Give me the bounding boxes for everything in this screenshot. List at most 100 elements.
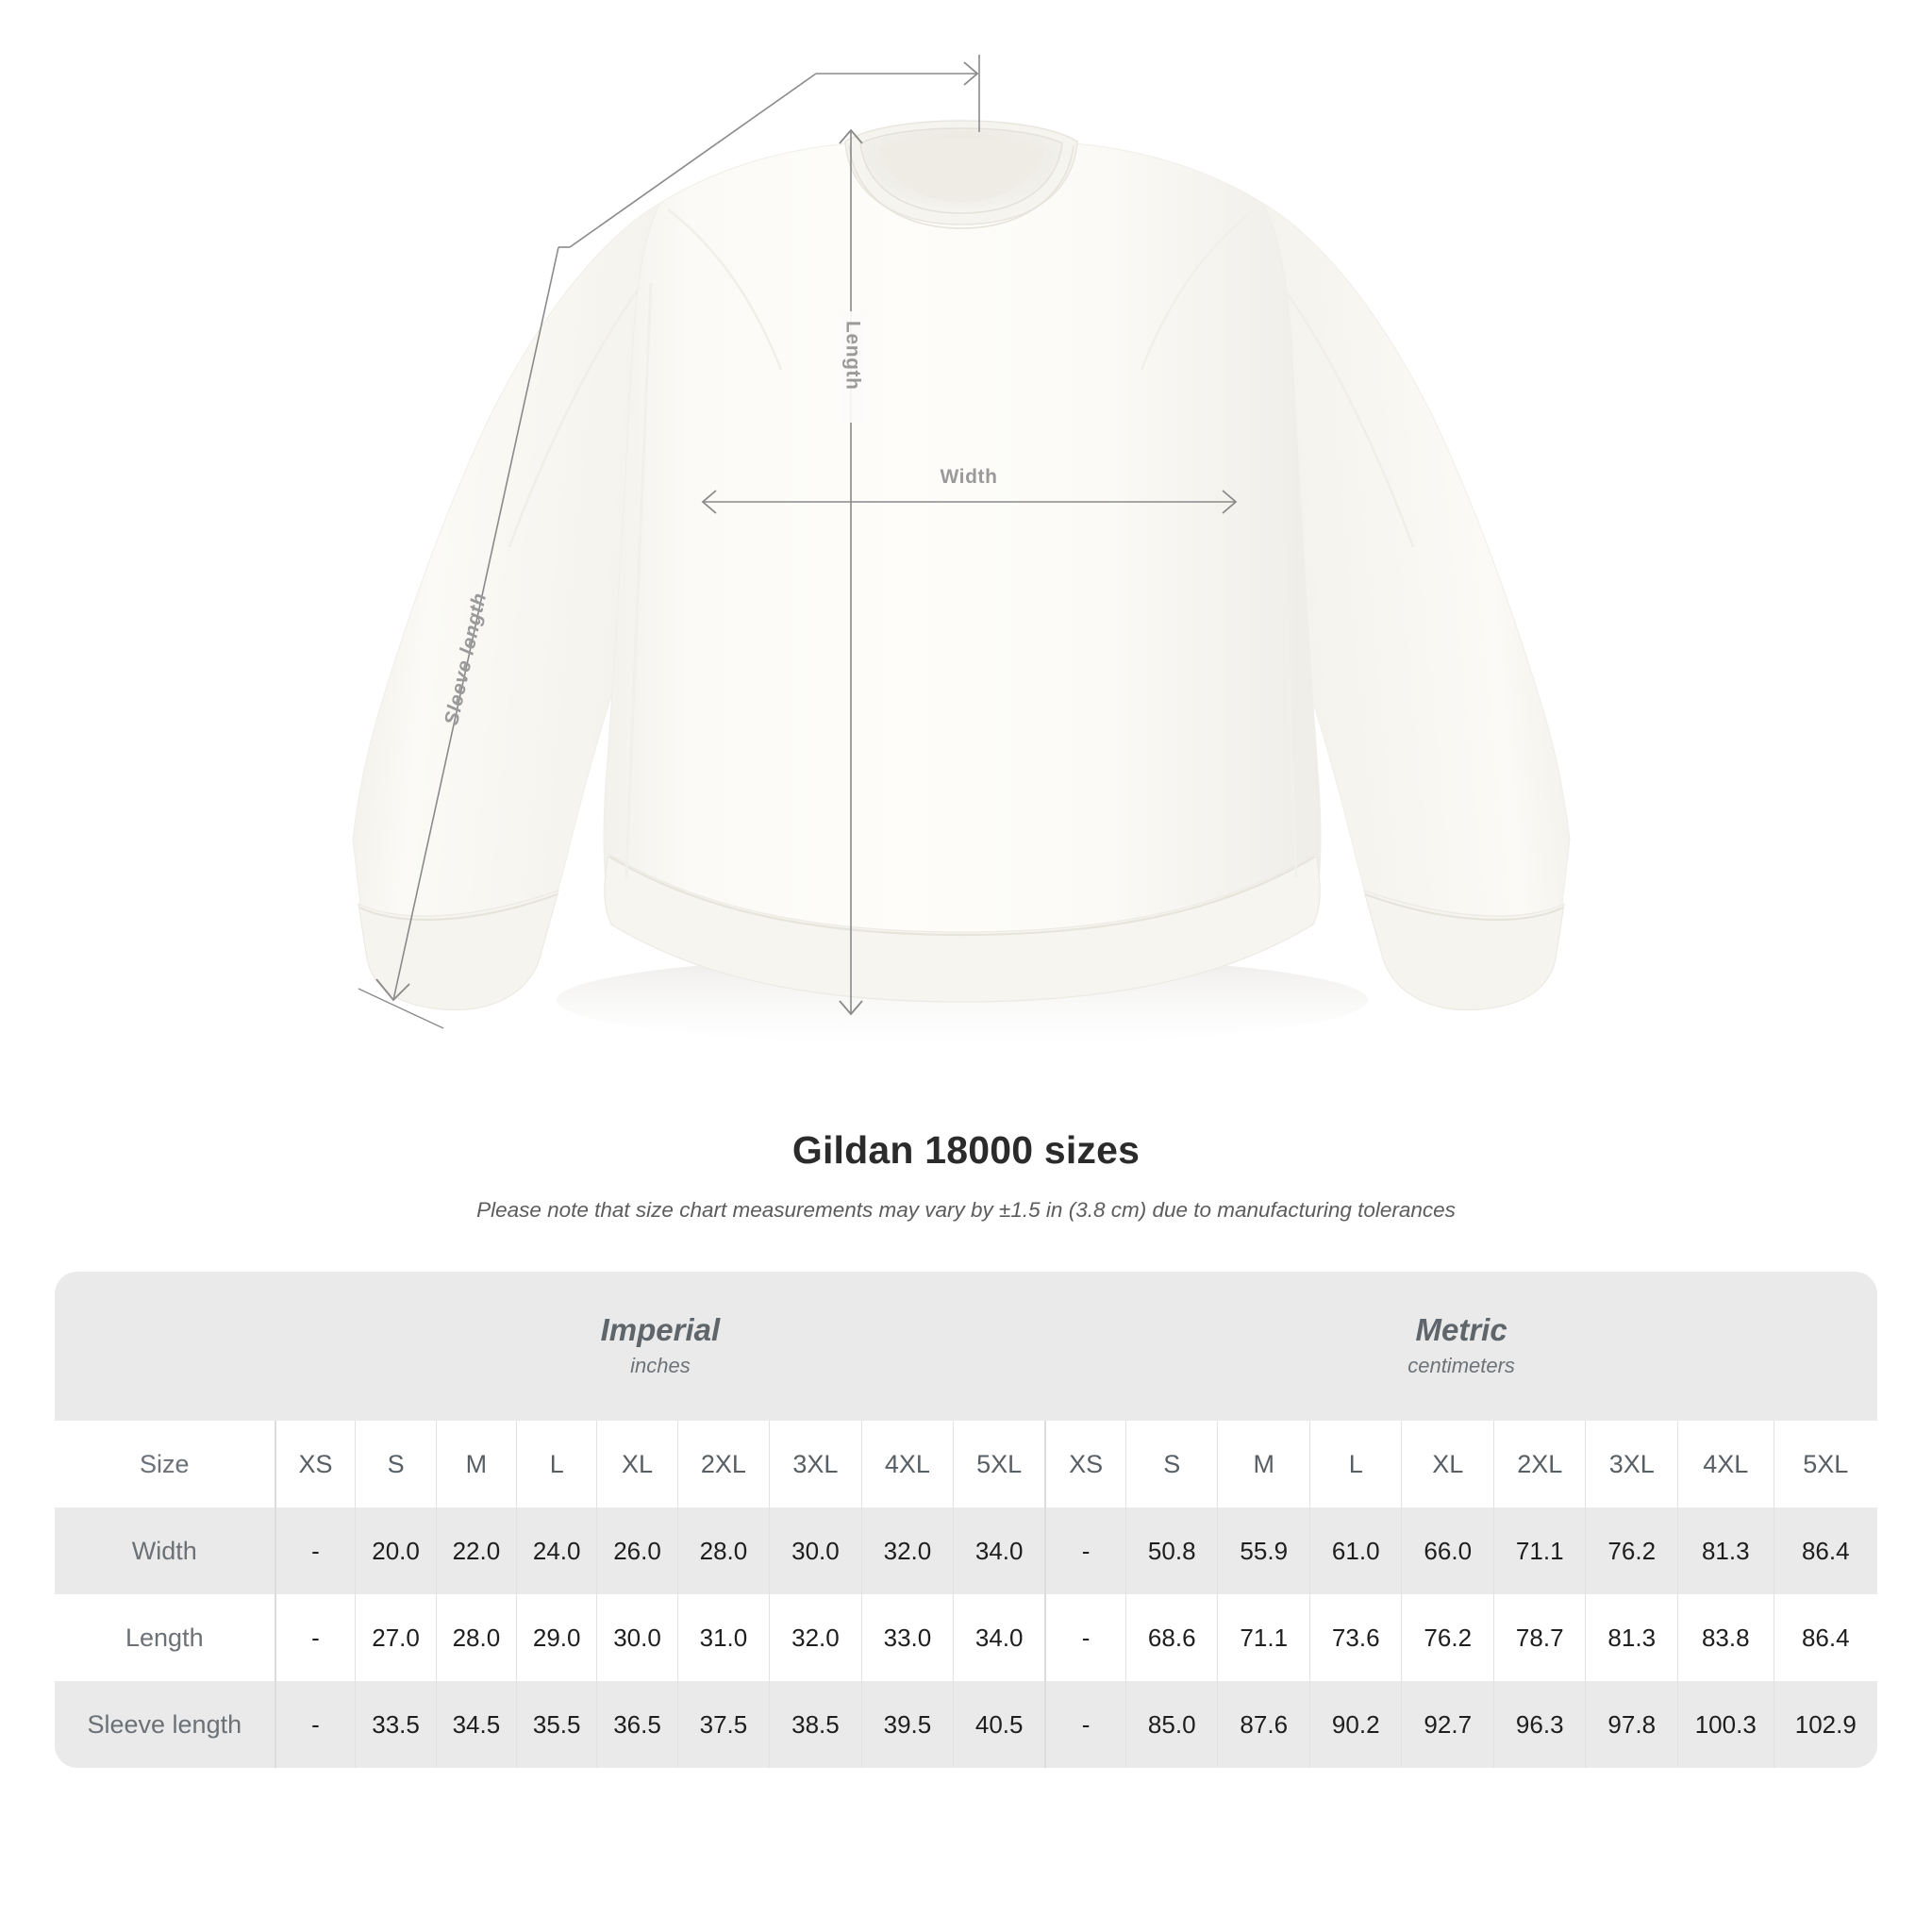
garment-illustration-panel: Length Width Sleeve length <box>352 55 1571 1045</box>
cell-width-met-6: 76.2 <box>1585 1507 1678 1594</box>
size-header-imp-2: M <box>435 1421 517 1507</box>
size-chart-table: Imperial inches Metric centimeters Size … <box>55 1272 1877 1768</box>
sleeve-measure-line <box>392 246 559 1001</box>
cell-width-met-8: 86.4 <box>1773 1507 1877 1594</box>
unit-row-spacer <box>55 1272 275 1421</box>
cell-sleeve-met-1: 85.0 <box>1124 1681 1218 1768</box>
unit-header-row: Imperial inches Metric centimeters <box>55 1272 1877 1421</box>
size-header-imp-0: XS <box>274 1421 356 1507</box>
sleeve-shoulder-diagonal <box>569 73 817 248</box>
size-header-met-8: 5XL <box>1773 1421 1877 1507</box>
width-label: Width <box>940 466 997 488</box>
size-header-imp-8: 5XL <box>953 1421 1046 1507</box>
size-column-label: Size <box>55 1421 275 1507</box>
length-label: Length <box>841 321 863 391</box>
cell-length-met-8: 86.4 <box>1773 1594 1877 1681</box>
left-cuff-seam <box>358 893 558 921</box>
page-title: Gildan 18000 sizes <box>791 1128 1141 1172</box>
size-header-met-2: M <box>1217 1421 1310 1507</box>
cell-width-imp-0: - <box>274 1507 356 1594</box>
size-header-met-0: XS <box>1044 1421 1126 1507</box>
cell-width-imp-2: 22.0 <box>435 1507 517 1594</box>
cell-sleeve-met-4: 92.7 <box>1401 1681 1494 1768</box>
cell-width-imp-1: 20.0 <box>355 1507 437 1594</box>
size-header-imp-1: S <box>355 1421 437 1507</box>
sleeve-end-tick <box>358 988 444 1029</box>
cell-width-imp-4: 26.0 <box>596 1507 678 1594</box>
table-row-width: Width - 20.0 22.0 24.0 26.0 28.0 30.0 32… <box>55 1507 1877 1594</box>
cell-length-met-2: 71.1 <box>1217 1594 1310 1681</box>
cell-width-met-0: - <box>1044 1507 1126 1594</box>
cell-width-imp-6: 30.0 <box>769 1507 862 1594</box>
right-sleeve <box>1261 202 1571 1011</box>
sweatshirt-diagram: Length Width Sleeve length <box>352 55 1571 1045</box>
size-header-imp-5: 2XL <box>676 1421 770 1507</box>
cell-length-imp-1: 27.0 <box>355 1594 437 1681</box>
left-sleeve-fold <box>508 273 652 548</box>
cell-length-met-0: - <box>1044 1594 1126 1681</box>
size-header-met-7: 4XL <box>1676 1421 1774 1507</box>
cell-sleeve-met-7: 100.3 <box>1676 1681 1774 1768</box>
length-arrow-bottom <box>839 1000 863 1016</box>
size-header-met-1: S <box>1124 1421 1218 1507</box>
hem-seam <box>608 856 1316 937</box>
cell-length-imp-0: - <box>274 1594 356 1681</box>
cell-length-met-1: 68.6 <box>1124 1594 1218 1681</box>
size-chart-table-wrapper: Imperial inches Metric centimeters Size … <box>55 1272 1877 1768</box>
cell-width-met-1: 50.8 <box>1124 1507 1218 1594</box>
row-label-sleeve-length: Sleeve length <box>55 1681 275 1768</box>
cell-length-met-7: 83.8 <box>1676 1594 1774 1681</box>
cell-sleeve-imp-8: 40.5 <box>953 1681 1046 1768</box>
length-arrow-top <box>839 128 863 144</box>
bottom-hem-band <box>604 853 1321 1003</box>
imperial-group-header: Imperial inches <box>275 1272 1046 1421</box>
cell-sleeve-met-6: 97.8 <box>1585 1681 1678 1768</box>
sleeve-leader-arrow <box>963 61 979 86</box>
right-cuff-seam <box>1364 893 1564 921</box>
imperial-unit-name: Imperial <box>600 1311 721 1347</box>
left-body-shade <box>625 282 653 878</box>
cell-length-met-4: 76.2 <box>1401 1594 1494 1681</box>
imperial-unit-sub: inches <box>630 1354 691 1378</box>
row-label-width: Width <box>55 1507 275 1594</box>
left-sleeve <box>352 202 661 1011</box>
cell-sleeve-met-8: 102.9 <box>1773 1681 1877 1768</box>
table-row-sleeve-length: Sleeve length - 33.5 34.5 35.5 36.5 37.5… <box>55 1681 1877 1768</box>
right-cuff <box>1363 890 1565 1011</box>
cell-sleeve-imp-5: 37.5 <box>676 1681 770 1768</box>
table-row-length: Length - 27.0 28.0 29.0 30.0 31.0 32.0 3… <box>55 1594 1877 1681</box>
size-header-met-4: XL <box>1401 1421 1494 1507</box>
cell-width-imp-3: 24.0 <box>516 1507 597 1594</box>
cell-sleeve-imp-0: - <box>274 1681 356 1768</box>
cell-length-met-3: 73.6 <box>1308 1594 1402 1681</box>
size-header-imp-3: L <box>516 1421 597 1507</box>
left-cuff <box>358 890 559 1011</box>
cell-sleeve-met-5: 96.3 <box>1492 1681 1586 1768</box>
size-header-imp-6: 3XL <box>769 1421 862 1507</box>
size-header-met-5: 2XL <box>1492 1421 1586 1507</box>
cell-sleeve-met-2: 87.6 <box>1217 1681 1310 1768</box>
width-arrow-left <box>701 490 717 514</box>
cell-sleeve-imp-3: 35.5 <box>516 1681 597 1768</box>
right-sleeve-fold <box>1271 273 1415 548</box>
size-header-row: Size XS S M L XL 2XL 3XL 4XL 5XL XS S M … <box>55 1421 1877 1507</box>
cell-width-met-7: 81.3 <box>1676 1507 1774 1594</box>
row-label-length: Length <box>55 1594 275 1681</box>
cell-length-imp-3: 29.0 <box>516 1594 597 1681</box>
right-shoulder-seam <box>1140 208 1256 371</box>
cell-sleeve-met-3: 90.2 <box>1308 1681 1402 1768</box>
cell-sleeve-met-0: - <box>1044 1681 1126 1768</box>
width-arrow-right <box>1222 490 1238 514</box>
chart-heading-block: Gildan 18000 sizes Please note that size… <box>0 1127 1932 1223</box>
cell-length-imp-6: 32.0 <box>769 1594 862 1681</box>
size-header-met-3: L <box>1308 1421 1402 1507</box>
cell-length-imp-5: 31.0 <box>676 1594 770 1681</box>
size-header-imp-7: 4XL <box>860 1421 954 1507</box>
cell-sleeve-imp-1: 33.5 <box>355 1681 437 1768</box>
cell-width-imp-7: 32.0 <box>860 1507 954 1594</box>
cell-width-imp-8: 34.0 <box>953 1507 1046 1594</box>
right-body-shade <box>1270 282 1298 878</box>
cell-sleeve-imp-2: 34.5 <box>435 1681 517 1768</box>
collar-stitching <box>848 144 1074 229</box>
sweatshirt-body <box>603 142 1322 1003</box>
